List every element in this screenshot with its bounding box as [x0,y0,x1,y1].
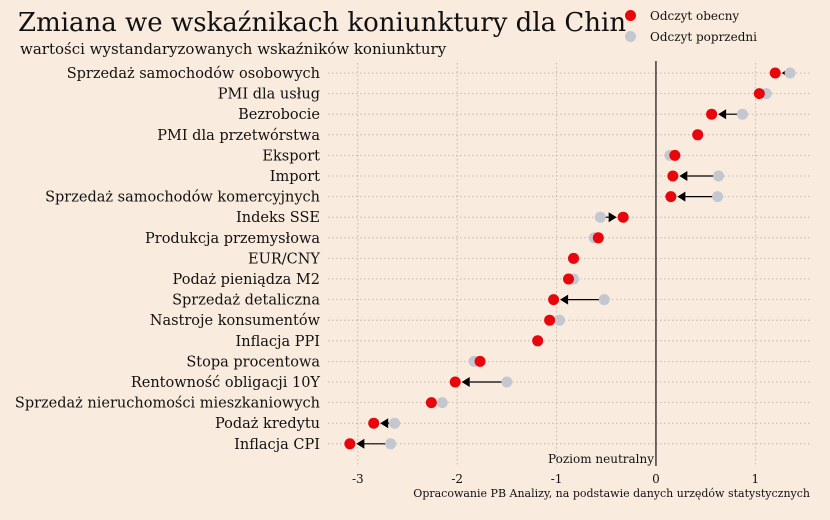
current-reading-dot [532,335,544,347]
category-label: PMI dla przetwórstwa [157,128,320,144]
category-label: Sprzedaż samochodów osobowych [67,66,320,82]
change-arrow-head [718,109,727,120]
category-label: Stopa procentowa [186,354,320,370]
x-axis-ticks: -3 -2 -1 0 1 [352,472,759,486]
current-reading-dot [474,355,486,367]
current-reading-dot [368,417,380,429]
category-label: EUR/CNY [248,251,320,267]
category-label: Produkcja przemysłowa [145,231,320,247]
x-tick-label: 0 [652,472,660,486]
category-label: Inflacja CPI [234,437,320,453]
change-arrow-head [608,212,617,223]
category-label: Import [270,169,320,185]
previous-reading-dot [501,376,513,388]
change-arrow-head [560,294,569,305]
category-label: Sprzedaż nieruchomości mieszkaniowych [15,396,320,412]
current-reading-dot [706,108,718,120]
change-arrow-head [677,191,686,202]
current-reading-dot [753,88,765,100]
previous-reading-dot [385,438,397,450]
current-reading-dot [769,67,781,79]
current-reading-dot [617,211,629,223]
previous-reading-dot [712,191,724,203]
chart-subtitle: wartości wystandaryzowanych wskaźników k… [20,40,447,58]
current-reading-dot [592,232,604,244]
neutral-level-label: Poziom neutralny [548,452,655,466]
previous-reading-dot [598,294,610,306]
current-reading-dot [667,170,679,182]
category-label: Bezrobocie [238,107,320,123]
current-reading-dot [544,314,556,326]
current-reading-dot [449,376,461,388]
legend-item-previous: Odczyt poprzedni [625,26,757,47]
change-arrow-head [356,438,365,449]
legend-current-marker [625,10,636,21]
previous-reading-dot [784,67,796,79]
previous-reading-dot [713,170,725,182]
current-reading-dot [425,397,437,409]
legend-previous-label: Odczyt poprzedni [650,29,757,44]
category-labels: Sprzedaż samochodów osobowych PMI dla usł… [15,66,321,453]
legend-current-label: Odczyt obecny [650,8,740,23]
source-note: Opracowanie PB Analizy, na podstawie dan… [413,487,810,500]
change-arrow-head [380,418,389,429]
category-label: Indeks SSE [236,210,320,226]
previous-reading-dots [385,67,796,450]
category-label: Rentowność obligacji 10Y [131,375,321,391]
current-reading-dot [344,438,356,450]
category-label: Nastroje konsumentów [150,313,321,329]
current-reading-dot [567,252,579,264]
current-reading-dot [665,191,677,203]
category-label: Inflacja PPI [236,334,321,350]
x-tick-label: 1 [752,472,760,486]
x-tick-label: -3 [352,472,364,486]
current-reading-dot [692,129,704,141]
previous-reading-dot [436,397,448,409]
gridlines [328,63,810,466]
change-arrow-head [679,171,688,181]
current-reading-dot [563,273,575,285]
legend-previous-marker [625,31,636,42]
change-arrow-head [461,377,470,387]
previous-reading-dot [594,211,606,223]
previous-reading-dot [736,108,748,120]
previous-reading-dot [389,417,401,429]
category-label: Podaż kredytu [215,416,320,432]
x-tick-label: -2 [451,472,463,486]
x-tick-label: -1 [551,472,563,486]
current-reading-dot [669,149,681,161]
category-label: Sprzedaż samochodów komercyjnych [45,190,320,206]
legend: Odczyt obecny Odczyt poprzedni [625,5,757,47]
category-label: Sprzedaż detaliczna [172,293,320,309]
category-label: Podaż pieniądza M2 [173,272,320,288]
category-label: PMI dla usług [218,87,320,103]
legend-item-current: Odczyt obecny [625,5,757,26]
previous-reading-dot [554,314,566,326]
current-reading-dots [344,67,781,450]
chart-title: Zmiana we wskaźnikach koniunktury dla Ch… [18,8,627,38]
current-reading-dot [548,294,560,306]
category-label: Eksport [262,148,320,164]
